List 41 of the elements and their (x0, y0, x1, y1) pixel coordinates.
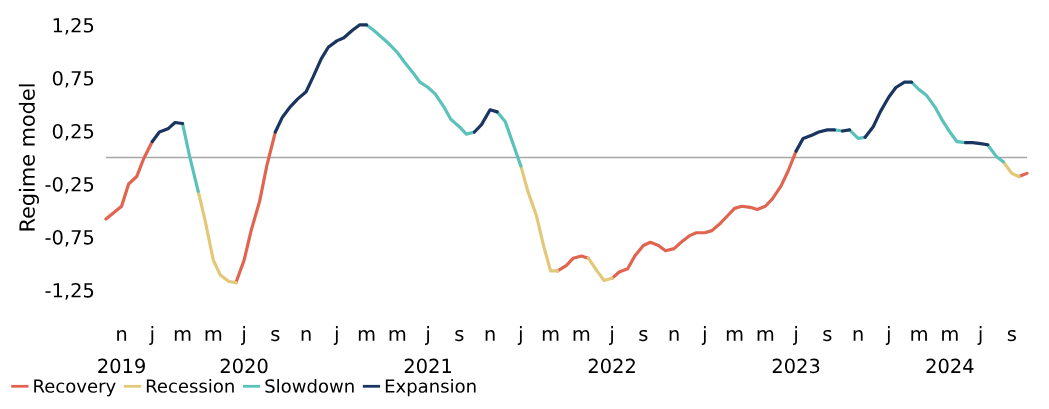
x-tick-label: s (455, 329, 464, 342)
x-tick-label: m (757, 329, 774, 341)
x-tick-label: m (205, 329, 222, 341)
x-tick-label: m (358, 329, 375, 341)
x-tick-label: j (977, 326, 982, 345)
x-tick-label: m (573, 329, 590, 341)
x-tick-label: j (517, 326, 522, 345)
x-tick-label: n (853, 329, 863, 341)
x-tick-label: m (726, 329, 743, 341)
x-tick-label: m (911, 329, 927, 341)
x-tick-label: j (333, 326, 338, 345)
x-tick-label: n (669, 329, 679, 341)
y-tick-label: -1,25 (45, 282, 94, 300)
legend-label: Expansion (385, 378, 476, 397)
legend-label: Slowdown (265, 378, 354, 393)
x-tick-label: j 2023 (772, 326, 820, 374)
x-tick-label: m 2024 (926, 329, 974, 374)
x-tick-label: j 2021 (404, 326, 452, 374)
x-tick-label: n (485, 329, 495, 341)
legend-label: Recession (146, 378, 234, 393)
y-tick-label: 0,25 (52, 123, 94, 141)
y-tick-label: -0,75 (45, 229, 94, 247)
x-tick-label: j 2020 (220, 326, 268, 374)
x-tick-label: n 2019 (98, 329, 145, 374)
x-tick-label: m (389, 329, 406, 341)
x-tick-label: j (701, 326, 706, 345)
x-tick-label: s (639, 329, 648, 342)
y-tick-label: 0,75 (52, 70, 94, 88)
x-tick-label: m (542, 329, 559, 341)
y-axis-title: Regime model (18, 84, 39, 231)
x-tick-label: j (885, 326, 890, 345)
y-tick-label: -0,25 (45, 176, 94, 194)
x-tick-label: s (271, 329, 280, 342)
x-tick-label: n (301, 329, 311, 341)
legend-label: Recovery (34, 379, 116, 397)
x-tick-label: j (149, 326, 154, 345)
x-tick-label: s (823, 329, 832, 342)
x-tick-label: j 2022 (588, 326, 635, 374)
x-tick-label: s (1007, 329, 1016, 342)
y-tick-label: 1,25 (53, 17, 94, 35)
x-tick-label: m (174, 329, 191, 341)
